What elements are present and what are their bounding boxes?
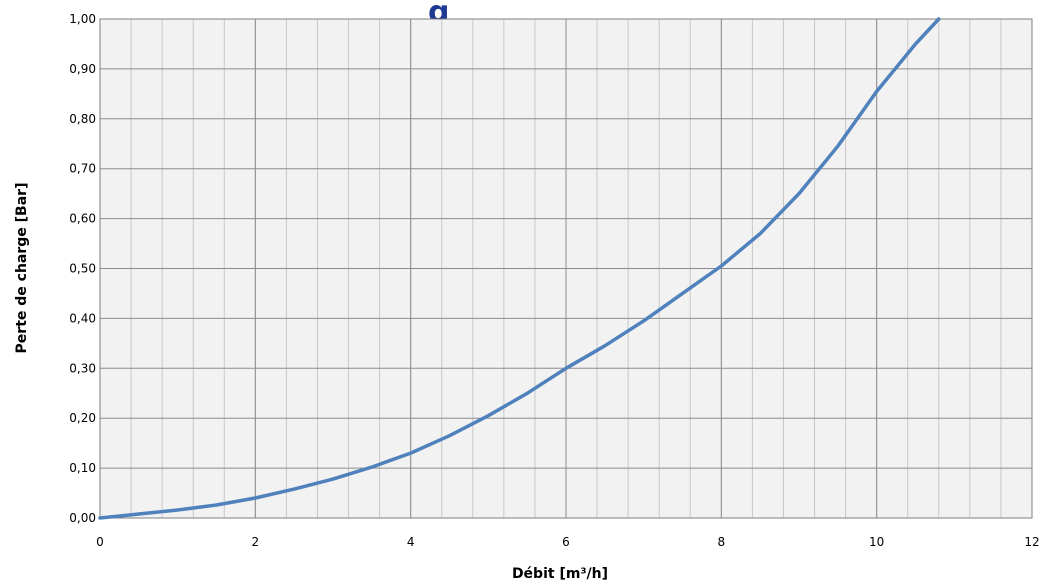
x-tick-label: 2	[252, 535, 260, 549]
x-axis-title: Débit [m³/h]	[512, 566, 608, 582]
x-tick-labels: 0 2 4 6 8 10 12	[96, 535, 1039, 549]
y-tick-label: 0,10	[69, 461, 96, 475]
x-tick-label: 4	[407, 535, 415, 549]
plot-border	[99, 18, 1033, 519]
y-tick-label: 0,90	[69, 62, 96, 76]
y-tick-label: 0,30	[69, 361, 96, 375]
y-axis-title: Perte de charge [Bar]	[14, 183, 30, 354]
y-tick-labels: 0,00 0,10 0,20 0,30 0,40 0,50 0,60 0,70 0,80 0,90…	[69, 12, 96, 525]
x-tick-label: 12	[1024, 535, 1039, 549]
y-tick-label: 0,00	[69, 511, 96, 525]
y-tick-label: 0,60	[69, 212, 96, 226]
x-tick-label: 8	[718, 535, 726, 549]
y-tick-label: 0,80	[69, 112, 96, 126]
y-tick-label: 0,70	[69, 162, 96, 176]
x-tick-label: 10	[869, 535, 884, 549]
y-tick-label: 1,00	[69, 12, 96, 26]
x-tick-label: 0	[96, 535, 104, 549]
y-tick-label: 0,50	[69, 262, 96, 276]
series-line	[98, 17, 941, 520]
x-tick-label: 6	[562, 535, 570, 549]
y-tick-label: 0,40	[69, 311, 96, 325]
y-tick-label: 0,20	[69, 411, 96, 425]
